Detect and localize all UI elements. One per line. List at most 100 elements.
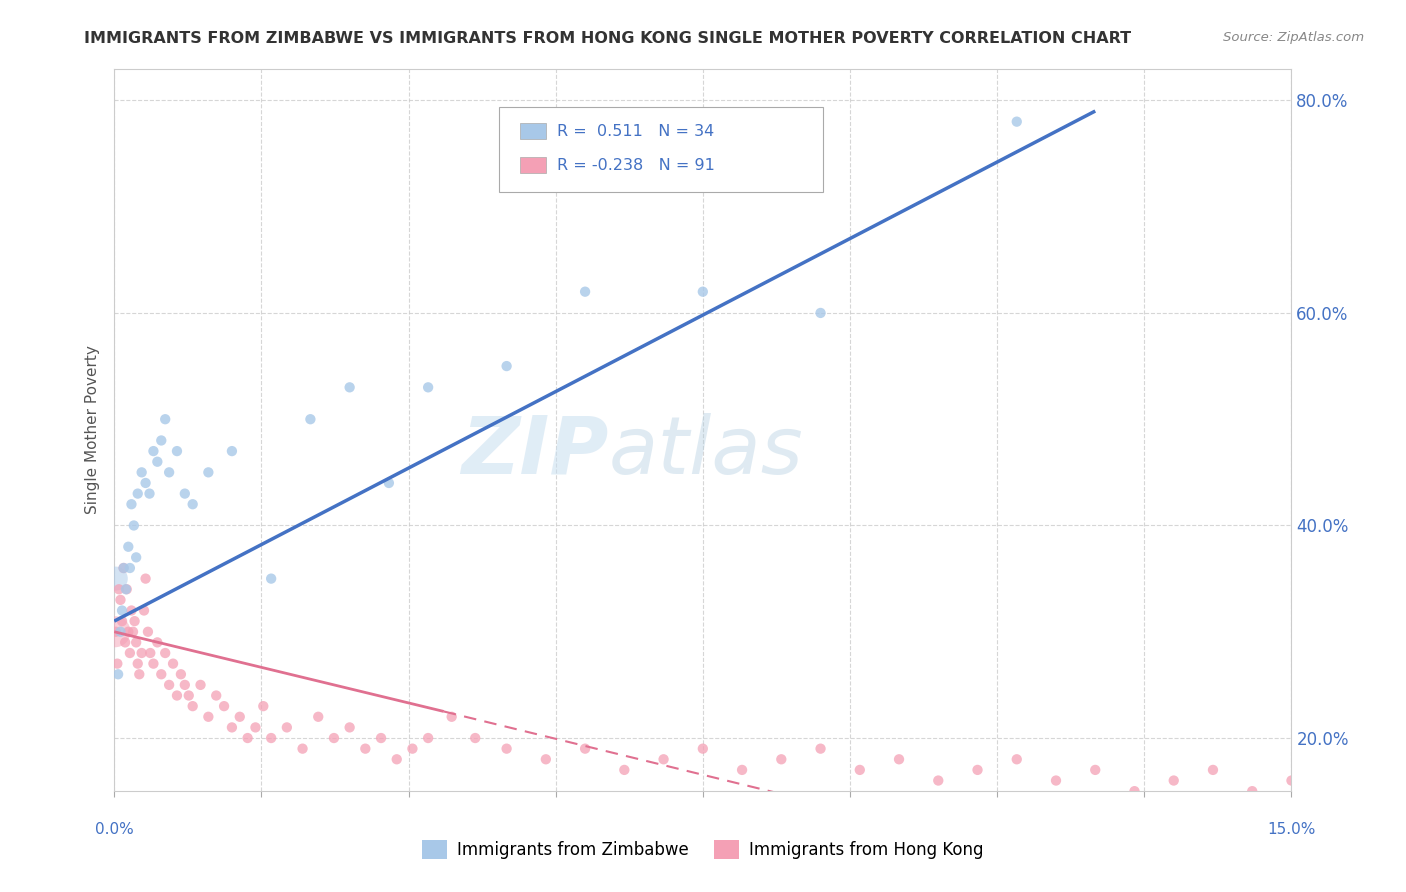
Point <box>401 741 423 756</box>
Point <box>652 752 675 766</box>
Point <box>260 572 283 586</box>
Point <box>135 475 157 490</box>
Point <box>221 720 243 734</box>
Point <box>692 285 714 299</box>
Point <box>104 624 127 639</box>
Point <box>1005 114 1028 128</box>
Point <box>173 486 195 500</box>
Point <box>1045 773 1067 788</box>
Point <box>339 720 361 734</box>
Point <box>162 657 184 671</box>
Point <box>1319 795 1341 809</box>
Point <box>127 486 149 500</box>
Point <box>142 444 165 458</box>
Point <box>370 731 392 745</box>
Point <box>108 582 131 597</box>
Point <box>464 731 486 745</box>
Point <box>110 593 132 607</box>
Point <box>173 678 195 692</box>
Point <box>142 657 165 671</box>
Point <box>177 689 200 703</box>
Point <box>613 763 636 777</box>
Point <box>117 624 139 639</box>
Point <box>378 475 401 490</box>
Point <box>127 657 149 671</box>
Text: ZIP: ZIP <box>461 412 609 491</box>
Point <box>118 561 141 575</box>
Text: 15.0%: 15.0% <box>1267 822 1316 838</box>
Point <box>128 667 150 681</box>
Point <box>111 614 134 628</box>
Point <box>385 752 408 766</box>
Point <box>966 763 988 777</box>
Point <box>136 624 159 639</box>
Point <box>307 710 329 724</box>
Point <box>534 752 557 766</box>
Point <box>887 752 910 766</box>
Point <box>170 667 193 681</box>
Text: atlas: atlas <box>609 412 803 491</box>
Point <box>117 540 139 554</box>
Point <box>114 635 136 649</box>
Point <box>205 689 228 703</box>
Point <box>153 412 176 426</box>
Point <box>354 741 377 756</box>
Point <box>153 646 176 660</box>
Point <box>120 603 142 617</box>
Text: 0.0%: 0.0% <box>94 822 134 838</box>
Point <box>440 710 463 724</box>
Legend: Immigrants from Zimbabwe, Immigrants from Hong Kong: Immigrants from Zimbabwe, Immigrants fro… <box>416 833 990 866</box>
Point <box>122 518 145 533</box>
Point <box>131 466 153 480</box>
Point <box>299 412 322 426</box>
Point <box>166 444 188 458</box>
Point <box>105 657 128 671</box>
Point <box>1241 784 1264 798</box>
Point <box>146 635 169 649</box>
Point <box>110 624 132 639</box>
Point <box>236 731 259 745</box>
Point <box>927 773 949 788</box>
Point <box>131 646 153 660</box>
Y-axis label: Single Mother Poverty: Single Mother Poverty <box>86 345 100 515</box>
Point <box>229 710 252 724</box>
Point <box>323 731 346 745</box>
Point <box>190 678 212 692</box>
Point <box>166 689 188 703</box>
Point <box>1005 752 1028 766</box>
Point <box>124 614 146 628</box>
Point <box>1202 763 1225 777</box>
Point <box>810 741 832 756</box>
Point <box>118 646 141 660</box>
Point <box>157 678 180 692</box>
Point <box>104 624 127 639</box>
Point <box>181 497 204 511</box>
Point <box>418 731 440 745</box>
Point <box>849 763 872 777</box>
Point <box>574 285 596 299</box>
Point <box>135 572 157 586</box>
Point <box>139 646 162 660</box>
Point <box>1163 773 1185 788</box>
Point <box>120 497 142 511</box>
Point <box>495 359 517 373</box>
Point <box>260 731 283 745</box>
Point <box>112 561 135 575</box>
Point <box>418 380 440 394</box>
Point <box>291 741 314 756</box>
Point <box>197 710 219 724</box>
Point <box>125 635 148 649</box>
Point <box>197 466 219 480</box>
Point <box>1358 784 1381 798</box>
Point <box>115 582 138 597</box>
Text: R =  0.511   N = 34: R = 0.511 N = 34 <box>557 124 714 138</box>
Point <box>107 667 129 681</box>
Point <box>150 434 173 448</box>
Point <box>574 741 596 756</box>
Point <box>731 763 754 777</box>
Point <box>692 741 714 756</box>
Point <box>252 699 274 714</box>
Point <box>122 624 145 639</box>
Point <box>770 752 793 766</box>
Point <box>111 603 134 617</box>
